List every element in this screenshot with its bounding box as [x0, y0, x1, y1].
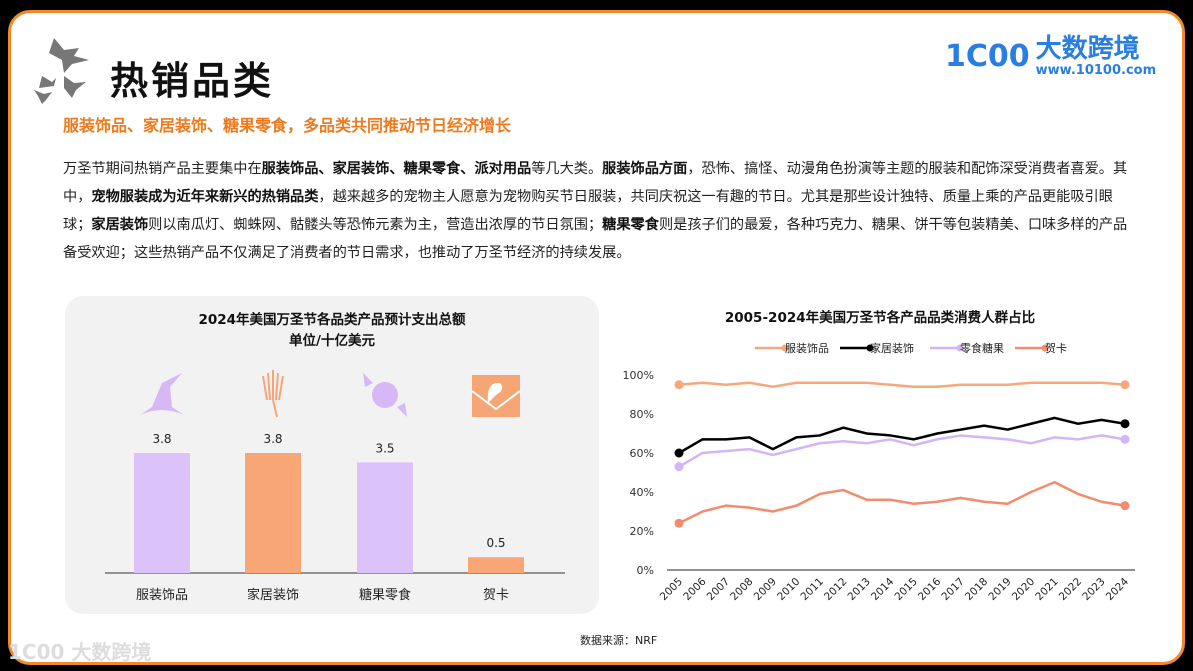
ghost-icon — [487, 382, 503, 403]
x-tick-label: 2016 — [916, 575, 944, 603]
legend-marker — [1041, 344, 1049, 352]
series-point-end — [1120, 419, 1130, 429]
legend-marker — [956, 344, 964, 352]
body-segment: 万圣节期间热销产品主要集中在 — [63, 161, 262, 177]
x-tick-label: 2013 — [846, 576, 873, 603]
x-tick-label: 2021 — [1033, 576, 1060, 603]
body-segment: ，恐怖、搞怪、动漫角色扮演等主题的服装和配饰深受消费者喜爱。其中， — [63, 161, 1128, 205]
x-tick-label: 2024 — [1104, 575, 1132, 603]
bar-category-label: 家居装饰 — [247, 587, 299, 603]
candy-wrapper-icon — [363, 373, 407, 417]
series-point-start — [674, 518, 684, 528]
legend-label: 家居装饰 — [870, 341, 914, 355]
logo-name: 大数跨境 — [1035, 34, 1140, 64]
series-point-end — [1120, 501, 1130, 511]
candy-icon — [372, 382, 398, 408]
x-tick-label: 2017 — [939, 576, 966, 603]
body-segment: 宠物服装成为近年来新兴的热销品类 — [91, 189, 319, 205]
x-tick-label: 2023 — [1080, 576, 1107, 603]
logo-url: www.10100.com — [1035, 63, 1157, 78]
logo-mark-icon: 1C00 — [945, 39, 1030, 74]
envelope-flap — [471, 390, 521, 411]
line-chart-title: 2005-2024年美国万圣节各产品品类消费人群占比 — [724, 310, 1036, 326]
bar-value-label: 3.5 — [375, 441, 394, 455]
series-line-零食糖果 — [678, 434, 1126, 468]
y-tick-label: 60% — [630, 447, 654, 460]
legend-label: 贺卡 — [1045, 342, 1067, 355]
legend-marker — [866, 344, 874, 352]
body-segment: 服装饰品方面 — [602, 161, 688, 177]
x-tick-label: 2018 — [963, 576, 990, 603]
bar-value-label: 3.8 — [263, 432, 282, 446]
body-segment: 服装饰品、家居装饰、糖果零食、派对用品 — [261, 161, 532, 177]
legend-label: 零食糖果 — [960, 341, 1004, 355]
skeleton-hand-icon — [262, 370, 284, 418]
body-segment: ，越来越多的宠物主人愿意为宠物购买节日服装，共同庆祝这一有趣的节日。尤其是那些设… — [63, 189, 1113, 233]
x-tick-label: 2022 — [1057, 576, 1084, 603]
bar-糖果零食 — [357, 462, 413, 573]
y-tick-label: 100% — [623, 369, 654, 382]
line-chart: 0%20%40%60%80%100%2005200620072008200920… — [623, 341, 1135, 603]
y-tick-label: 0% — [637, 564, 654, 577]
series-point-start — [674, 462, 684, 472]
body-segment: 则是孩子们的最爱，各种巧克力、糖果、饼干等包装精美、口味多样的产品备受欢迎；这些… — [63, 217, 1128, 261]
body-paragraph: 万圣节期间热销产品主要集中在服装饰品、家居装饰、糖果零食、派对用品等几大类。服装… — [63, 155, 1133, 267]
x-tick-label: 2007 — [705, 576, 732, 603]
page-title: 热销品类 — [110, 59, 275, 103]
y-tick-label: 40% — [630, 486, 654, 499]
series-point-end — [1120, 380, 1130, 390]
series-line-服装饰品 — [678, 381, 1126, 388]
series-line-家居装饰 — [678, 416, 1126, 455]
body-segment: 则以南瓜灯、蜘蛛网、骷髅头等恐怖元素为主，营造出浓厚的节日氛围； — [148, 217, 603, 233]
bar-家居装饰 — [245, 453, 301, 573]
data-source: 数据来源：NRF — [580, 634, 658, 647]
x-tick-label: 2019 — [986, 576, 1013, 603]
bar-category-label: 贺卡 — [483, 588, 509, 603]
bar-value-label: 0.5 — [486, 536, 505, 550]
bar-chart-title: 2024年美国万圣节各品类产品预计支出总额 — [198, 312, 466, 328]
legend-label: 服装饰品 — [785, 341, 829, 355]
bats-icon — [34, 38, 89, 104]
bar-category-label: 糖果零食 — [359, 587, 411, 603]
x-tick-label: 2005 — [658, 576, 685, 603]
legend-marker — [781, 344, 789, 352]
bar-chart-subtitle: 单位/十亿美元 — [289, 333, 375, 349]
x-tick-label: 2015 — [892, 576, 919, 603]
x-tick-label: 2020 — [1010, 576, 1037, 603]
witch-hat-icon — [140, 373, 184, 415]
x-tick-label: 2012 — [822, 576, 849, 603]
bar-value-label: 3.8 — [152, 432, 171, 446]
brand-logo: 1C00 大数跨境 www.10100.com — [945, 35, 1156, 78]
x-tick-label: 2011 — [799, 576, 826, 603]
bar-贺卡 — [468, 557, 524, 573]
series-line-贺卡 — [678, 480, 1126, 525]
body-segment: 家居装饰 — [91, 217, 149, 233]
series-point-start — [674, 448, 684, 458]
watermark-logo: 1C00 大数跨境 — [8, 640, 152, 664]
x-tick-label: 2006 — [681, 575, 709, 603]
bar-chart: 3.8 服装饰品 3.8 家居装饰 3.5 糖果零食 0.5 贺卡 — [105, 370, 565, 603]
series-point-end — [1120, 434, 1130, 444]
x-tick-label: 2010 — [775, 576, 802, 603]
body-segment: 等几大类。 — [531, 161, 603, 177]
x-tick-label: 2008 — [728, 576, 755, 603]
x-tick-label: 2009 — [752, 576, 779, 603]
x-tick-label: 2014 — [869, 575, 897, 603]
body-segment: 糖果零食 — [602, 217, 659, 233]
y-tick-label: 20% — [630, 525, 654, 538]
series-point-start — [674, 380, 684, 390]
bar-category-label: 服装饰品 — [136, 588, 188, 603]
bar-服装饰品 — [134, 453, 190, 573]
y-tick-label: 80% — [630, 408, 654, 421]
page-subtitle: 服装饰品、家居装饰、糖果零食，多品类共同推动节日经济增长 — [63, 116, 512, 135]
